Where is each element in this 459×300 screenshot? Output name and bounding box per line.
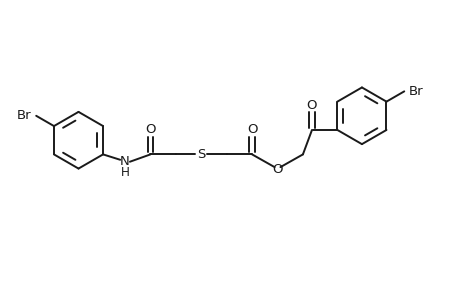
Text: H: H: [120, 166, 129, 179]
Text: Br: Br: [408, 85, 423, 98]
Text: S: S: [196, 148, 205, 161]
Text: O: O: [272, 163, 282, 176]
Text: O: O: [246, 124, 257, 136]
Text: N: N: [120, 155, 129, 168]
Text: O: O: [306, 99, 317, 112]
Text: Br: Br: [17, 109, 31, 122]
Text: O: O: [145, 124, 156, 136]
